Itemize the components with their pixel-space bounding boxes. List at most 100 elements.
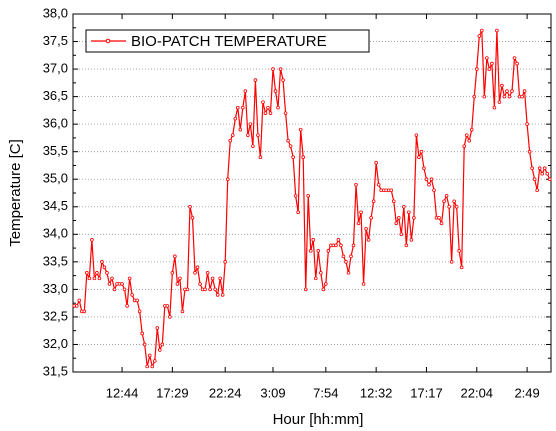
data-point — [215, 293, 220, 297]
data-point — [142, 342, 147, 347]
data-point — [198, 282, 202, 286]
data-point — [261, 100, 265, 104]
data-point — [246, 133, 250, 137]
data-point — [140, 331, 144, 336]
data-point — [256, 133, 260, 137]
data-point — [185, 287, 190, 292]
data-point — [125, 304, 129, 308]
y-tick-label: 32,0 — [43, 336, 68, 351]
data-point — [112, 287, 117, 292]
data-point — [505, 89, 509, 93]
legend-label: BIO-PATCH TEMPERATURE — [131, 33, 327, 50]
data-point — [442, 199, 446, 204]
data-point — [495, 28, 499, 33]
x-tick-label: 17:29 — [156, 385, 189, 400]
data-point — [356, 221, 361, 226]
data-point — [105, 271, 109, 275]
data-point — [462, 144, 467, 148]
data-point — [537, 166, 542, 171]
x-tick-label: 12:44 — [106, 385, 139, 400]
data-point — [92, 276, 97, 281]
data-point — [500, 83, 504, 88]
y-tick-label: 33,0 — [43, 281, 68, 296]
data-point — [238, 127, 243, 132]
data-point — [205, 271, 210, 275]
data-point — [339, 243, 343, 248]
y-tick-label: 36,5 — [43, 88, 68, 103]
data-point — [263, 111, 268, 115]
data-point — [502, 94, 507, 99]
data-point — [178, 276, 182, 281]
data-point — [432, 188, 436, 193]
y-tick-label: 32,5 — [43, 308, 68, 323]
data-point — [532, 177, 537, 182]
data-point — [522, 89, 527, 93]
data-point — [361, 282, 366, 286]
data-point — [359, 210, 363, 215]
x-tick-label: 22:24 — [209, 385, 242, 400]
data-point — [293, 193, 298, 198]
data-point — [278, 67, 283, 71]
data-point — [253, 78, 258, 82]
data-point — [409, 238, 414, 242]
x-tick-label: 12:32 — [360, 385, 393, 400]
data-point — [412, 215, 416, 220]
data-point — [273, 89, 278, 93]
data-point — [188, 204, 192, 209]
y-tick-label: 35,5 — [43, 143, 68, 158]
data-point — [243, 89, 248, 93]
data-point — [213, 287, 217, 292]
data-point — [487, 67, 492, 71]
data-point — [271, 67, 275, 71]
data-point — [407, 210, 411, 215]
data-point — [444, 193, 449, 198]
data-point — [424, 177, 429, 182]
data-point — [394, 221, 399, 226]
data-point — [469, 127, 474, 132]
data-point — [288, 144, 293, 148]
data-point — [203, 287, 207, 292]
data-point — [530, 166, 534, 171]
data-point — [170, 271, 175, 275]
data-point — [474, 67, 479, 71]
data-point — [155, 326, 160, 330]
data-point — [248, 122, 253, 126]
data-point — [545, 171, 550, 176]
data-point — [316, 249, 321, 253]
data-line — [74, 30, 551, 369]
data-point — [127, 276, 132, 281]
data-point — [147, 353, 152, 358]
data-point — [512, 56, 517, 60]
data-point — [110, 276, 114, 281]
data-point — [173, 254, 177, 259]
data-point — [301, 155, 305, 160]
data-point — [107, 282, 112, 286]
data-point — [168, 315, 172, 319]
data-point — [371, 199, 376, 204]
data-point — [102, 265, 107, 270]
data-point — [374, 160, 378, 165]
data-point — [122, 287, 127, 292]
data-point — [542, 166, 547, 171]
data-point — [193, 271, 197, 275]
data-point — [457, 249, 461, 253]
data-point — [230, 133, 235, 137]
data-point — [520, 94, 524, 99]
data-point — [235, 105, 240, 110]
data-point — [311, 238, 316, 242]
data-point — [492, 105, 497, 110]
data-point — [429, 177, 434, 182]
data-point — [527, 149, 532, 154]
y-tick-label: 38,0 — [43, 5, 68, 20]
x-tick-label: 2:49 — [514, 385, 539, 400]
data-point — [87, 276, 92, 281]
data-point — [82, 309, 87, 314]
data-point — [313, 276, 318, 281]
data-point — [120, 282, 124, 286]
data-point — [346, 271, 351, 275]
data-point — [319, 271, 323, 275]
data-point — [308, 249, 313, 253]
data-point — [404, 243, 409, 248]
data-point — [137, 309, 142, 314]
data-point — [540, 171, 544, 176]
